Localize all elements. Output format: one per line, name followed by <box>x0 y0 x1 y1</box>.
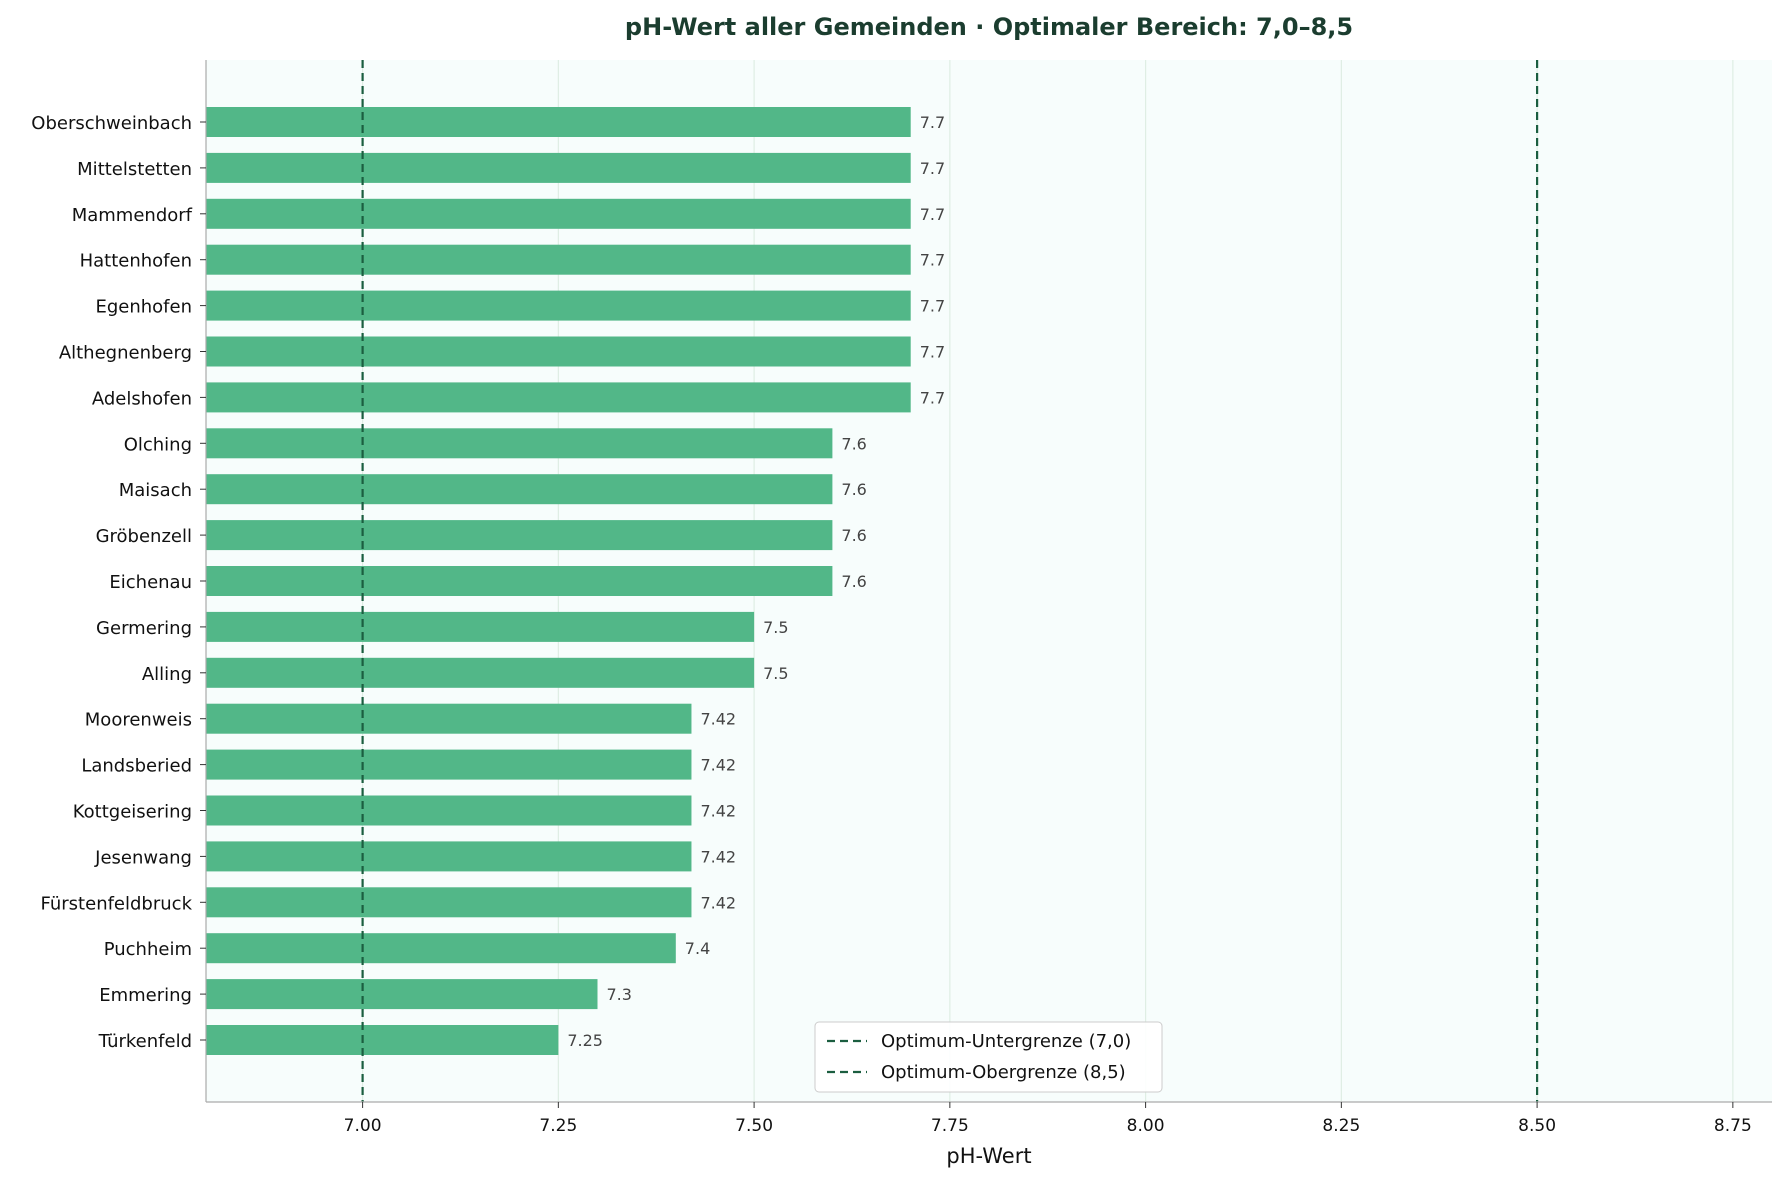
y-tick-label: Egenhofen <box>95 297 192 318</box>
value-label: 7.42 <box>700 756 736 775</box>
bar <box>206 933 676 964</box>
y-tick-label: Germering <box>96 618 192 639</box>
bar <box>206 336 911 367</box>
value-label: 7.42 <box>700 893 736 912</box>
bar <box>206 795 692 826</box>
value-label: 7.25 <box>567 1031 603 1050</box>
y-tick-labels: Oberschweinbach Mittelstetten Mammendorf Ha… <box>31 113 206 1052</box>
y-tick-label: Emmering <box>99 985 192 1006</box>
chart-title: pH-Wert aller Gemeinden · Optimaler Bere… <box>625 13 1353 41</box>
legend: Optimum-Untergrenze (7,0) Optimum-Obergre… <box>814 1021 1163 1093</box>
y-tick-label: Türkenfeld <box>98 1031 192 1052</box>
y-tick-label: Alling <box>142 664 192 685</box>
y-tick-label: Oberschweinbach <box>31 113 192 134</box>
x-tick-label: 8.00 <box>1127 1116 1165 1136</box>
value-label: 7.7 <box>920 159 945 178</box>
y-tick-label: Landsberied <box>81 756 192 777</box>
bar <box>206 107 911 137</box>
y-tick-label: Moorenweis <box>85 710 192 731</box>
y-tick-label: Fürstenfeldbruck <box>41 893 193 914</box>
value-label: 7.7 <box>920 343 945 362</box>
bar <box>206 520 833 551</box>
bar <box>206 382 911 413</box>
y-tick-label: Mittelstetten <box>77 159 192 180</box>
value-label: 7.7 <box>920 205 945 224</box>
bar <box>206 152 911 183</box>
value-label: 7.5 <box>763 618 788 637</box>
y-tick-label: Maisach <box>119 480 192 501</box>
value-label: 7.42 <box>700 847 736 866</box>
x-tick-labels: 7.00 7.25 7.50 7.75 8.00 8.25 8.50 8.75 <box>344 1102 1752 1136</box>
x-tick-label: 8.50 <box>1518 1116 1556 1136</box>
value-label: 7.7 <box>920 113 945 132</box>
y-tick-label: Adelshofen <box>92 388 192 409</box>
bar <box>206 1025 559 1055</box>
value-label: 7.6 <box>841 526 866 545</box>
bar <box>206 566 833 596</box>
value-label: 7.3 <box>607 985 632 1004</box>
legend-entry: Optimum-Obergrenze (8,5) <box>881 1062 1126 1083</box>
value-label: 7.7 <box>920 251 945 270</box>
legend-box <box>814 1021 1163 1093</box>
value-label: 7.6 <box>841 480 866 499</box>
bar <box>206 244 911 275</box>
bar <box>206 979 598 1010</box>
y-tick-label: Gröbenzell <box>96 526 192 547</box>
x-tick-label: 7.50 <box>735 1116 773 1136</box>
bar <box>206 749 692 780</box>
bar <box>206 887 692 918</box>
bar <box>206 841 692 872</box>
value-label: 7.4 <box>685 939 710 958</box>
value-label: 7.6 <box>841 434 866 453</box>
x-tick-label: 7.25 <box>539 1116 577 1136</box>
bar <box>206 657 755 688</box>
x-tick-label: 8.25 <box>1322 1116 1360 1136</box>
x-tick-label: 7.75 <box>931 1116 969 1136</box>
y-tick-label: Mammendorf <box>72 205 193 226</box>
value-label: 7.42 <box>700 802 736 821</box>
bar <box>206 611 755 642</box>
bar <box>206 428 833 459</box>
bar <box>206 290 911 321</box>
value-label: 7.42 <box>700 710 736 729</box>
bars: 7.7 7.7 7.7 7.7 7.7 7.7 7.7 7.6 7.6 7.6 7.6 7.5 7.5 7… <box>206 107 945 1055</box>
value-label: 7.7 <box>920 297 945 316</box>
y-tick-label: Olching <box>124 434 192 455</box>
y-tick-label: Eichenau <box>109 572 192 593</box>
x-tick-label: 7.00 <box>344 1116 382 1136</box>
legend-entry: Optimum-Untergrenze (7,0) <box>881 1031 1131 1052</box>
y-tick-label: Puchheim <box>104 939 192 960</box>
y-tick-label: Jesenwang <box>94 847 192 868</box>
bar <box>206 198 911 229</box>
reference-lines <box>361 60 1539 1102</box>
value-label: 7.5 <box>763 664 788 683</box>
x-tick-label: 8.75 <box>1714 1116 1752 1136</box>
bar <box>206 703 692 734</box>
y-tick-label: Althegnenberg <box>59 343 192 364</box>
y-tick-label: Hattenhofen <box>80 251 192 272</box>
bar <box>206 474 833 505</box>
y-tick-label: Kottgeisering <box>73 802 192 823</box>
value-label: 7.6 <box>841 572 866 591</box>
value-label: 7.7 <box>920 388 945 407</box>
x-axis-label: pH-Wert <box>946 1144 1031 1168</box>
